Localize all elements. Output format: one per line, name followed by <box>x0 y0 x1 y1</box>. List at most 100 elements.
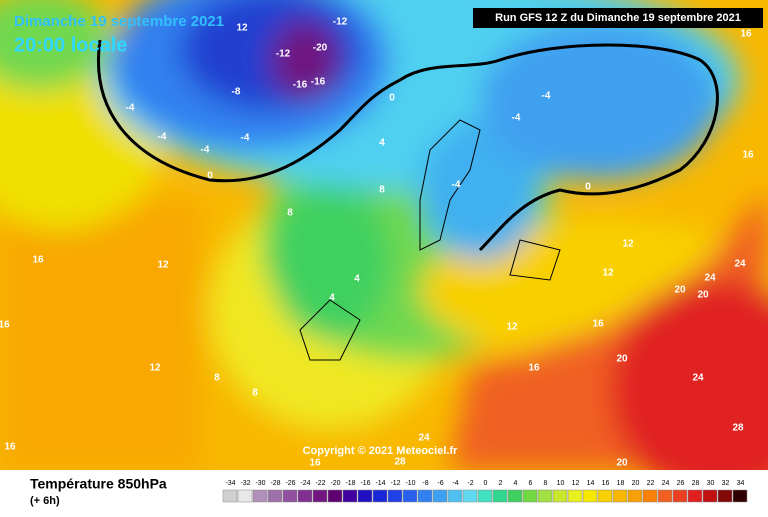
contour-label: 0 <box>389 93 395 104</box>
scale-label: 4 <box>514 480 518 487</box>
scale-swatch <box>597 489 613 503</box>
scale-label: 30 <box>707 480 715 487</box>
contour-label: 4 <box>329 293 335 304</box>
scale-label: 32 <box>722 480 730 487</box>
scale-swatch <box>672 489 688 503</box>
scale-label: -20 <box>330 480 340 487</box>
scale-swatch <box>687 489 703 503</box>
contour-label: 20 <box>697 290 709 301</box>
zero-contour <box>97 39 719 252</box>
contour-label: 24 <box>692 373 704 384</box>
footer-lead: (+ 6h) <box>30 495 60 507</box>
scale-label: -30 <box>255 480 265 487</box>
scale-label: -26 <box>285 480 295 487</box>
contour-label: 16 <box>592 319 604 330</box>
scale-label: 2 <box>499 480 503 487</box>
scale-swatch <box>267 489 283 503</box>
contour-label: -16 <box>293 80 308 91</box>
contour-label: -4 <box>126 103 135 114</box>
scale-swatch <box>507 489 523 503</box>
contour-label: 24 <box>704 273 716 284</box>
copyright: Copyright © 2021 Meteociel.fr <box>303 445 459 457</box>
contour-label: 16 <box>4 442 16 453</box>
scale-swatch <box>222 489 238 503</box>
scale-label: 18 <box>617 480 625 487</box>
contour-label: -8 <box>232 87 241 98</box>
scale-label: -18 <box>345 480 355 487</box>
scale-swatch <box>717 489 733 503</box>
contour-label: 16 <box>32 255 44 266</box>
scale-swatch <box>252 489 268 503</box>
scale-label: -4 <box>452 480 458 487</box>
contour-label: 16 <box>740 29 752 40</box>
contour-label: 8 <box>287 208 293 219</box>
contour-label: 20 <box>616 458 628 469</box>
scale-label: -14 <box>375 480 385 487</box>
contour-label: -16 <box>311 77 326 88</box>
scale-label: -16 <box>360 480 370 487</box>
contour-label: 16 <box>309 458 321 469</box>
contour-label: 8 <box>379 185 385 196</box>
scale-label: 26 <box>677 480 685 487</box>
contour-label: 4 <box>354 274 360 285</box>
contour-label: 12 <box>157 260 169 271</box>
scale-label: -2 <box>467 480 473 487</box>
contour-label: 28 <box>732 423 744 434</box>
scale-swatch <box>417 489 433 503</box>
scale-swatch <box>522 489 538 503</box>
scale-swatch <box>297 489 313 503</box>
contour-label: -4 <box>512 113 521 124</box>
scale-label: -12 <box>390 480 400 487</box>
contour-label: -4 <box>241 133 250 144</box>
contour-label: -12 <box>276 49 291 60</box>
scale-label: -32 <box>240 480 250 487</box>
contour-label: 4 <box>379 138 385 149</box>
scale-label: 20 <box>632 480 640 487</box>
contour-label: 12 <box>622 239 634 250</box>
temperature-field: Run GFS 12 Z du Dimanche 19 septembre 20… <box>0 0 768 470</box>
scale-swatch <box>492 489 508 503</box>
date-label: Dimanche 19 septembre 2021 <box>14 13 224 30</box>
contour-label: -4 <box>542 91 551 102</box>
scale-swatch <box>732 489 748 503</box>
scale-label: -10 <box>405 480 415 487</box>
scale-label: 12 <box>572 480 580 487</box>
contour-label: 12 <box>602 268 614 279</box>
contour-label: -12 <box>333 17 348 28</box>
scale-label: 24 <box>662 480 670 487</box>
contour-label: -20 <box>313 43 328 54</box>
scale-swatch <box>447 489 463 503</box>
contour-label: -4 <box>201 145 210 156</box>
scale-swatch <box>612 489 628 503</box>
contour-label: 12 <box>236 23 248 34</box>
contour-label: 20 <box>674 285 686 296</box>
scale-swatch <box>627 489 643 503</box>
scale-swatch <box>282 489 298 503</box>
scale-swatch <box>642 489 658 503</box>
scale-label: 34 <box>737 480 745 487</box>
scale-label: -6 <box>437 480 443 487</box>
scale-label: -34 <box>225 480 235 487</box>
scale-swatch <box>567 489 583 503</box>
scale-label: 16 <box>602 480 610 487</box>
run-info: Run GFS 12 Z du Dimanche 19 septembre 20… <box>495 12 741 24</box>
scale-label: 22 <box>647 480 655 487</box>
scale-swatch <box>552 489 568 503</box>
scale-swatch <box>657 489 673 503</box>
scale-label: -28 <box>270 480 280 487</box>
contour-label: 16 <box>742 150 754 161</box>
contour-label: 24 <box>734 259 746 270</box>
scale-label: 8 <box>544 480 548 487</box>
scale-label: 0 <box>484 480 488 487</box>
scale-swatch <box>372 489 388 503</box>
scale-swatch <box>432 489 448 503</box>
scale-swatch <box>237 489 253 503</box>
scale-label: -24 <box>300 480 310 487</box>
scale-label: 14 <box>587 480 595 487</box>
contour-label: 0 <box>585 182 591 193</box>
scale-label: 6 <box>529 480 533 487</box>
scale-label: 10 <box>557 480 565 487</box>
contour-label: 24 <box>418 433 430 444</box>
scale-swatch <box>342 489 358 503</box>
